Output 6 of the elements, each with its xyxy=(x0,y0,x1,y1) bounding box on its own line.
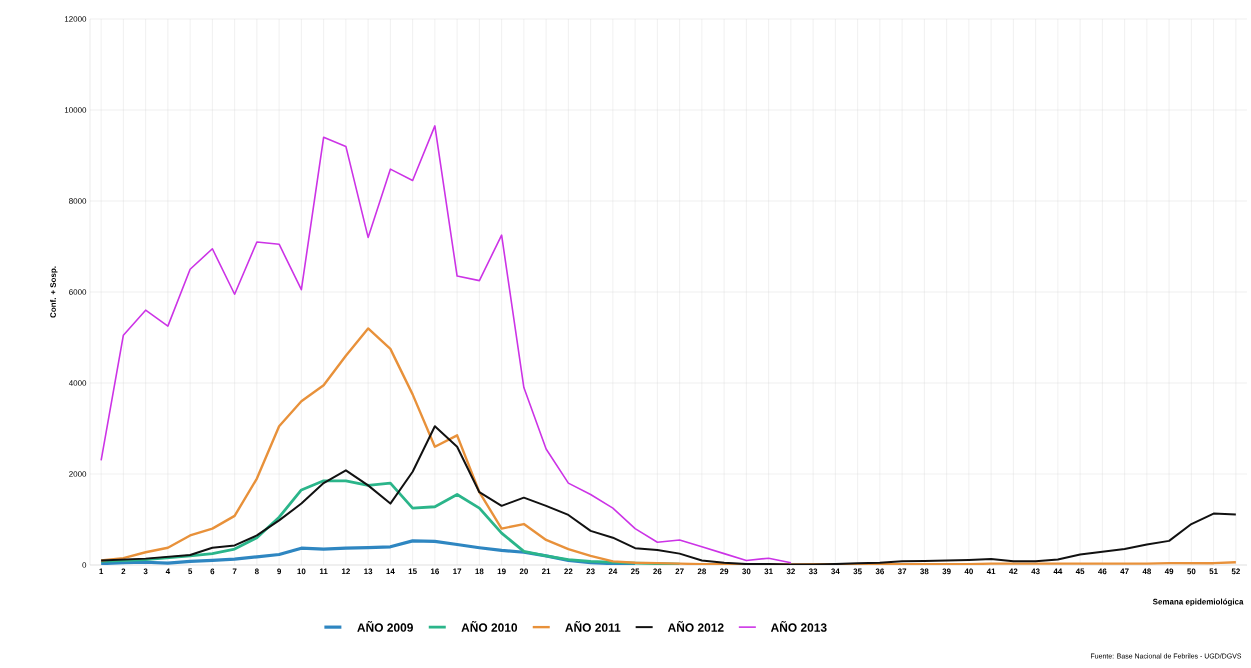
legend-label: AÑO 2013 xyxy=(770,621,827,632)
legend-label: AÑO 2010 xyxy=(461,621,518,632)
legend-label: AÑO 2012 xyxy=(667,621,724,632)
line-series xyxy=(100,125,792,564)
legend-label: AÑO 2011 xyxy=(565,621,621,632)
legend-label: AÑO 2009 xyxy=(357,621,413,632)
